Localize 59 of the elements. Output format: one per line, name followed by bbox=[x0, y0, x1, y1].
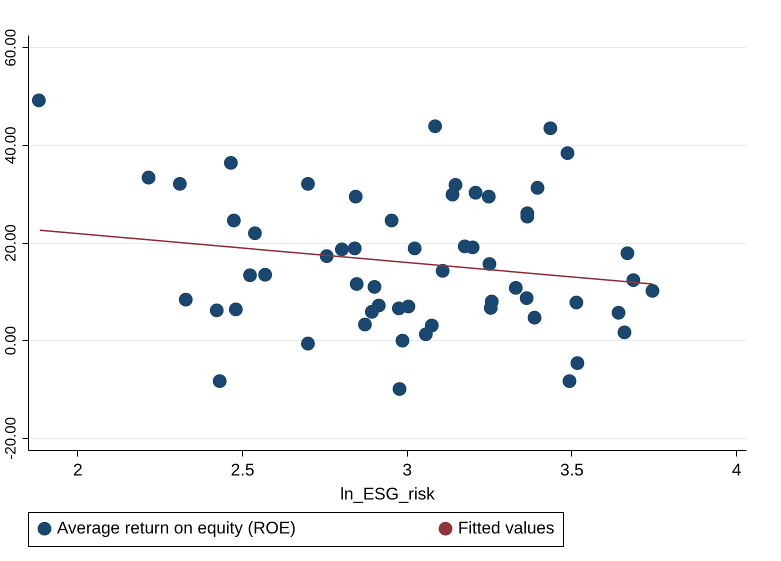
legend-label: Fitted values bbox=[458, 518, 554, 538]
point bbox=[212, 374, 227, 388]
x-tick-label: 4 bbox=[732, 460, 742, 480]
point bbox=[620, 246, 634, 260]
point bbox=[560, 146, 574, 160]
point bbox=[350, 277, 364, 291]
point bbox=[258, 268, 272, 282]
point bbox=[384, 214, 399, 228]
point bbox=[243, 268, 257, 282]
point bbox=[358, 318, 372, 332]
point bbox=[228, 302, 243, 316]
point bbox=[372, 298, 386, 312]
x-tick-label: 2.5 bbox=[230, 460, 254, 480]
point bbox=[32, 94, 46, 108]
point bbox=[528, 310, 542, 325]
point bbox=[424, 318, 439, 332]
x-tick-label: 3.5 bbox=[560, 460, 584, 480]
x-axis-title: ln_ESG_risk bbox=[340, 484, 436, 504]
point bbox=[530, 180, 544, 195]
point bbox=[482, 190, 496, 204]
point bbox=[618, 325, 632, 340]
point bbox=[142, 170, 156, 184]
y-tick-label: 60.00 bbox=[2, 28, 20, 66]
x-tick-label: 3 bbox=[402, 460, 412, 480]
y-tick-label: 0.00 bbox=[2, 326, 20, 356]
point bbox=[172, 177, 187, 191]
legend-label: Average return on equity (ROE) bbox=[57, 518, 296, 538]
point bbox=[482, 257, 496, 271]
point bbox=[436, 264, 450, 278]
point bbox=[368, 280, 382, 294]
point bbox=[446, 188, 460, 202]
point bbox=[226, 214, 241, 228]
point bbox=[301, 336, 315, 350]
point bbox=[543, 121, 558, 136]
point bbox=[408, 241, 422, 256]
y-tick-label: 20.00 bbox=[2, 224, 20, 262]
point bbox=[520, 291, 534, 306]
y-tick-label: 40.00 bbox=[2, 126, 20, 164]
point bbox=[570, 356, 584, 370]
point bbox=[334, 242, 349, 256]
point bbox=[348, 190, 363, 204]
point bbox=[396, 334, 410, 348]
point bbox=[508, 281, 523, 295]
point bbox=[468, 186, 482, 200]
y-tick-label: -20.00 bbox=[2, 417, 20, 460]
point bbox=[301, 177, 315, 191]
point bbox=[646, 284, 660, 298]
x-tick-label: 2 bbox=[73, 460, 83, 480]
point bbox=[392, 382, 406, 396]
point bbox=[612, 306, 626, 320]
point bbox=[428, 119, 442, 134]
point bbox=[210, 303, 224, 318]
point bbox=[402, 300, 416, 314]
point bbox=[178, 292, 193, 306]
point bbox=[248, 226, 262, 240]
point bbox=[569, 296, 584, 310]
point bbox=[562, 374, 576, 388]
point bbox=[224, 156, 238, 170]
point bbox=[348, 241, 362, 256]
